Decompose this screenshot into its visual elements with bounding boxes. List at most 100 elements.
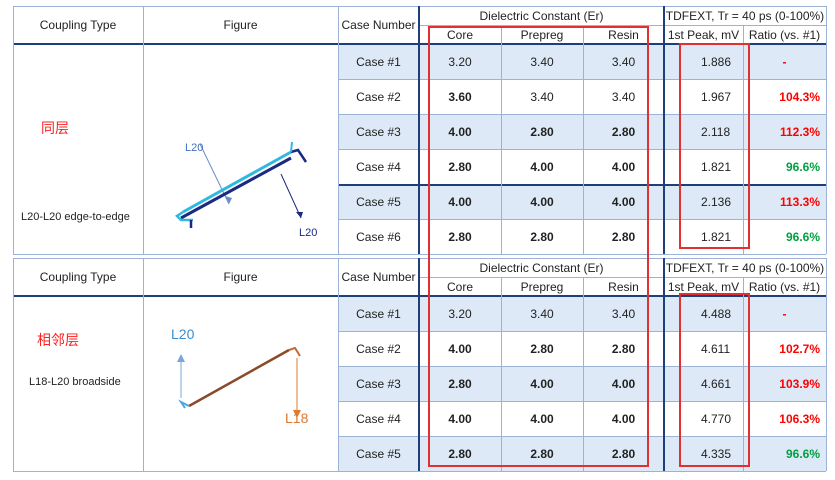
header-dielectric: Dielectric Constant (Er) [479,260,604,275]
cell-ratio: 106.3% [779,411,820,426]
cell-resin: 3.40 [583,44,664,79]
cell-ratio: 104.3% [779,89,820,104]
cell-ratio: 113.3% [743,184,826,219]
grid-line [418,6,420,254]
cell-ratio: 103.9% [743,366,826,401]
cell-peak: 1.967 [701,89,732,104]
header-figure: Figure [223,18,258,32]
coupling-label-desc: L20-L20 edge-to-edge [21,211,130,223]
cell-resin: 3.40 [611,89,636,104]
leader-arrow-b [293,410,301,418]
cell-resin: 2.80 [611,341,636,356]
grid-line [826,6,827,254]
grid-line [338,331,826,332]
grid-line [338,79,826,80]
grid-line [338,366,826,367]
header-core: Core [446,279,473,294]
cell-resin: 4.00 [611,411,636,426]
cell-peak: 2.136 [664,184,743,219]
grid-line [583,277,584,471]
cell-prepreg: 2.80 [530,229,554,244]
header-dielectric: Dielectric Constant (Er) [479,8,604,23]
coupling-label-desc: L18-L20 broadside [29,376,121,388]
trace-end-left [178,399,190,409]
cell-core: 4.00 [419,114,501,149]
cell-peak: 1.821 [701,229,732,244]
grid-line [338,258,339,471]
trace-end-right [290,148,308,163]
cell-core: 2.80 [419,366,501,401]
header-resin: Resin [608,279,639,294]
leader-arrow-b [296,212,303,218]
grid-line [501,277,502,471]
grid-line [338,114,826,115]
grid-line [826,258,827,471]
cell-resin: 2.80 [583,114,664,149]
cell-prepreg: 4.00 [501,366,583,401]
header-prepreg: Prepreg [520,279,564,294]
grid-line [338,436,826,437]
cell-prepreg: 3.40 [530,89,554,104]
cell-core: 4.00 [419,184,501,219]
cell-case: Case #2 [356,341,401,356]
cell-core: 2.80 [448,229,472,244]
cell-case: Case #6 [356,229,401,244]
figure-label-a: L20 [171,326,195,342]
leader-line-b [280,173,302,219]
grid-line [13,258,14,471]
cell-case: Case #4 [356,159,401,174]
cell-ratio: - [743,296,826,331]
leader-arrow-a [225,196,232,204]
cell-ratio: 96.6% [785,159,820,174]
header-tdfext: TDFEXT, Tr = 40 ps (0-100%) [665,260,825,275]
cell-peak: 4.770 [701,411,732,426]
header-tdfext: TDFEXT, Tr = 40 ps (0-100%) [665,8,825,23]
trace-end-right [288,346,301,357]
cell-resin: 4.00 [611,159,636,174]
cell-case: Case #1 [338,296,419,331]
header-prepreg: Prepreg [520,27,564,42]
grid-line [13,6,14,254]
grid-line [13,254,826,255]
cell-ratio: 96.6% [785,229,820,244]
cell-peak: 4.611 [701,341,731,356]
cell-core: 4.00 [448,411,472,426]
cell-ratio: - [743,44,826,79]
header-ratio: Ratio (vs. #1) [748,27,821,42]
highlight-peak-box-2 [679,293,750,467]
cell-ratio: 102.7% [779,341,820,356]
cell-core: 4.00 [448,341,472,356]
grid-line [663,6,665,254]
cell-prepreg: 4.00 [530,411,554,426]
grid-line [743,25,744,254]
header-case-number: Case Number [341,18,416,32]
trace-end-left [175,210,193,222]
cell-case: Case #5 [338,436,419,471]
grid-line [13,471,826,472]
cell-core: 3.60 [448,89,472,104]
cell-prepreg: 4.00 [530,159,554,174]
table-same-layer: Coupling Type Figure Case Number Dielect… [13,6,827,255]
figure-label-b: L20 [299,227,318,239]
highlight-dielectric-box [428,26,649,467]
header-peak: 1st Peak, mV [667,279,740,294]
cell-peak: 4.661 [664,366,743,401]
cell-case: Case #3 [338,366,419,401]
coupling-label-cn: 同层 [41,120,69,136]
grid-line [338,149,826,150]
cell-peak: 1.886 [664,44,743,79]
cell-core: 2.80 [448,159,472,174]
cell-resin: 4.00 [583,366,664,401]
trace-dark [180,156,292,220]
cell-prepreg: 3.40 [501,296,583,331]
cell-case: Case #4 [356,411,401,426]
cell-prepreg: 2.80 [501,114,583,149]
header-case-number: Case Number [341,270,416,284]
grid-line [743,277,744,471]
cell-peak: 4.488 [664,296,743,331]
leader-arrow-a [177,354,185,362]
grid-line [143,258,144,471]
grid-line [338,6,339,254]
cell-resin: 2.80 [611,229,636,244]
grid-line [338,219,826,220]
